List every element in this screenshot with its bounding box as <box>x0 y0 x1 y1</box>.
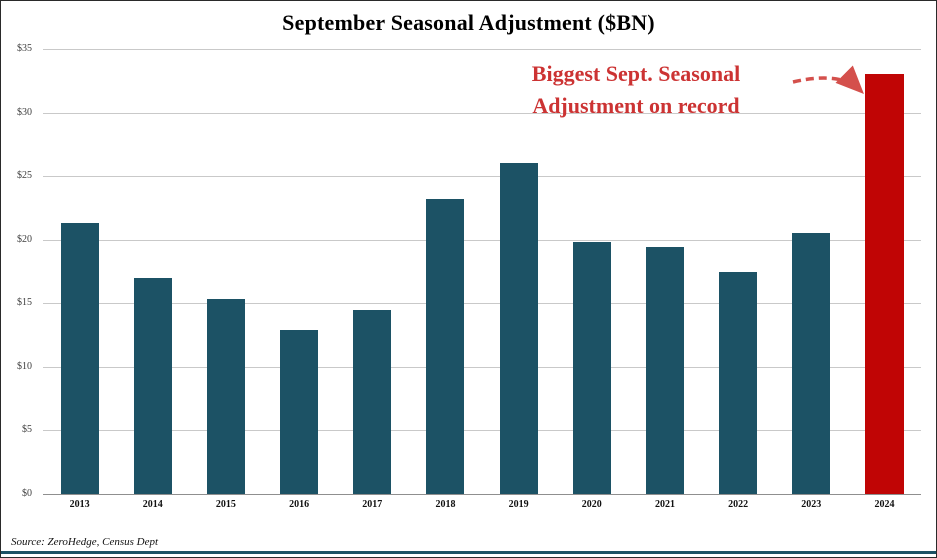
bar-cell <box>43 49 116 494</box>
y-tick-label: $25 <box>17 170 32 182</box>
y-tick-label: $35 <box>17 43 32 54</box>
x-tick-label-2013: 2013 <box>69 499 90 510</box>
bars <box>43 49 921 494</box>
bar-cell <box>775 49 848 494</box>
bar-2017 <box>353 309 392 494</box>
bar-2015 <box>206 299 245 494</box>
bar-2022 <box>719 271 758 494</box>
bar-2019 <box>499 163 538 494</box>
y-tick-label: $0 <box>22 488 32 499</box>
bar-cell <box>555 49 628 494</box>
bar-cell <box>482 49 555 494</box>
bar-cell <box>848 49 921 494</box>
x-axis-line <box>43 494 921 495</box>
x-tick-label-2024: 2024 <box>874 499 895 510</box>
x-tick-label-2016: 2016 <box>289 499 310 510</box>
x-tick-label-2023: 2023 <box>801 499 822 510</box>
bar-2024 <box>865 74 904 494</box>
bar-2020 <box>572 242 611 494</box>
gridline <box>43 239 921 241</box>
bar-2016 <box>280 330 319 494</box>
gridline <box>43 430 921 432</box>
source-note: Source: ZeroHedge, Census Dept <box>11 536 159 548</box>
gridline <box>43 49 921 50</box>
bar-2014 <box>133 277 172 494</box>
chart-title: September Seasonal Adjustment ($BN) <box>282 10 655 35</box>
y-axis-labels: $0 $5 $10 $15 $20 $25 $30 $35 <box>1 43 37 499</box>
x-tick-label-2015: 2015 <box>215 499 236 510</box>
x-tick-label-2021: 2021 <box>654 499 675 510</box>
y-tick-label: $10 <box>17 360 32 372</box>
gridline <box>43 366 921 368</box>
bar-cell <box>336 49 409 494</box>
bar-cell <box>409 49 482 494</box>
gridline <box>43 176 921 178</box>
y-tick-label: $30 <box>17 106 32 118</box>
y-tick-label: $20 <box>17 233 32 245</box>
x-tick-label-2019: 2019 <box>508 499 529 510</box>
x-tick-label-2022: 2022 <box>728 499 749 510</box>
plot-area <box>43 49 921 495</box>
bottom-accent-line <box>1 551 936 554</box>
bar-cell <box>263 49 336 494</box>
bar-2018 <box>426 199 465 494</box>
annotation: Biggest Sept. Seasonal Adjustment on rec… <box>469 58 803 122</box>
bar-2013 <box>60 223 99 494</box>
bar-2021 <box>645 247 684 494</box>
x-axis-labels: 2013 2014 2015 2016 2017 2018 2019 2020 2021 2022… <box>43 499 921 510</box>
x-tick-label-2018: 2018 <box>435 499 456 510</box>
gridline <box>43 303 921 305</box>
bar-cell <box>116 49 189 494</box>
bar-cell <box>189 49 262 494</box>
bar-cell <box>628 49 701 494</box>
x-tick-label-2014: 2014 <box>142 499 163 510</box>
x-tick-label-2017: 2017 <box>362 499 383 510</box>
y-tick-label: $5 <box>22 424 32 436</box>
annotation-line-2: Adjustment on record <box>532 92 740 118</box>
y-tick-label: $15 <box>17 297 32 309</box>
bar-cell <box>702 49 775 494</box>
bar-2023 <box>792 233 831 494</box>
annotation-line-1: Biggest Sept. Seasonal <box>531 61 741 86</box>
x-tick-label-2020: 2020 <box>581 499 602 510</box>
gridline <box>43 112 921 114</box>
